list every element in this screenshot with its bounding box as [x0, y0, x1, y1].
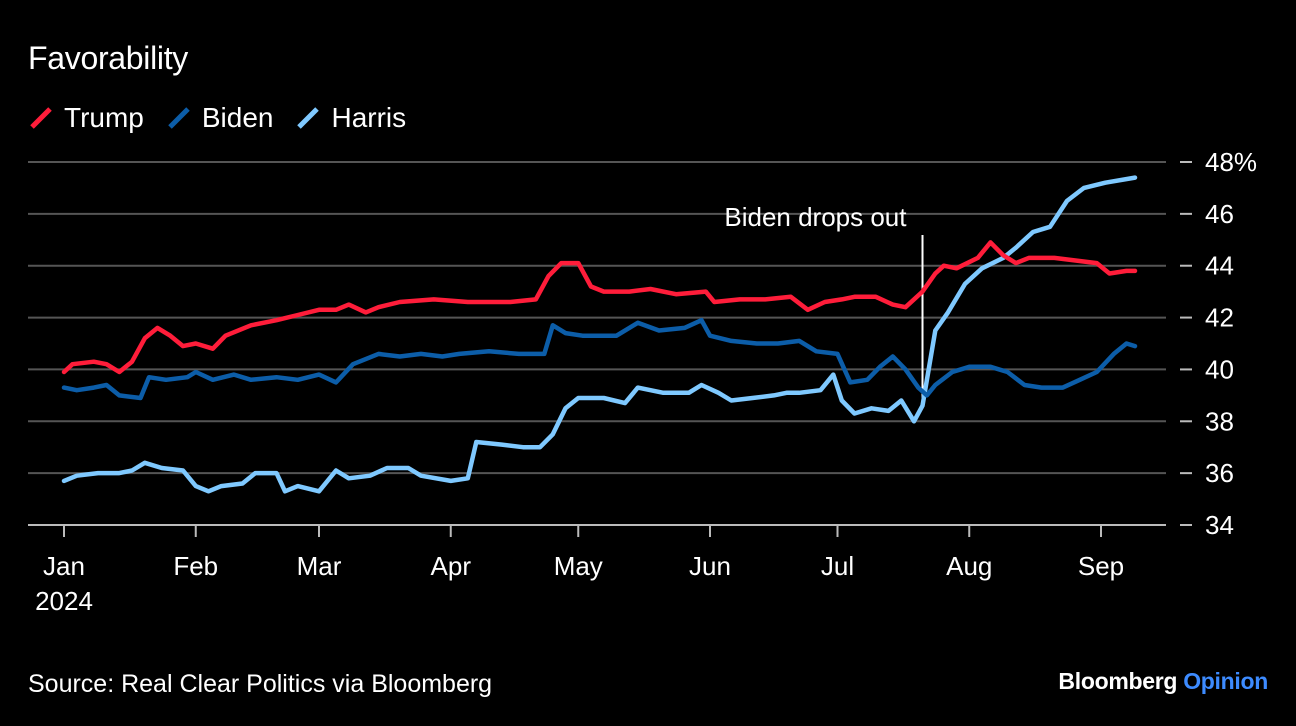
chart-title: Favorability	[28, 40, 189, 76]
legend-swatch-biden	[168, 107, 190, 129]
y-tick-label: 42	[1205, 303, 1234, 333]
x-tick-label: Jan	[43, 551, 85, 581]
series-line-trump	[61, 240, 1138, 375]
brand-accent: Opinion	[1183, 668, 1268, 694]
x-tick-label: Jun	[689, 551, 731, 581]
x-tick-label: Jul	[821, 551, 854, 581]
legend-item-trump: Trump	[28, 102, 144, 134]
brand-logo: Bloomberg Opinion	[1058, 668, 1268, 695]
series-line-harris	[61, 175, 1138, 494]
x-tick-label: Feb	[173, 551, 218, 581]
x-tick-label: Mar	[297, 551, 342, 581]
series-layer	[61, 175, 1138, 494]
legend-swatch-trump	[30, 107, 52, 129]
legend-swatch-harris	[297, 107, 320, 129]
annotation-layer: Biden drops out	[724, 202, 924, 400]
y-tick-label: 36	[1205, 458, 1234, 488]
y-tick-label: 46	[1205, 199, 1234, 229]
legend-label-biden: Biden	[201, 102, 274, 133]
legend-item-harris: Harris	[295, 102, 406, 134]
x-tick-label: Apr	[431, 551, 472, 581]
x-tick-label: Aug	[946, 551, 992, 581]
x-tick-label: May	[554, 551, 603, 581]
x-tick-label: Sep	[1078, 551, 1124, 581]
legend-label-harris: Harris	[331, 102, 407, 133]
axis-layer: 34 36 38 40 42 44 46 48% Jan 2024 Feb Mar Apr May Jun J…	[35, 147, 1257, 616]
source-note: Source: Real Clear Politics via Bloomber…	[28, 670, 493, 698]
brand-main: Bloomberg	[1058, 668, 1178, 694]
x-tick-sublabel: 2024	[35, 586, 93, 616]
annotation-label: Biden drops out	[724, 202, 907, 232]
y-tick-label: 44	[1205, 251, 1234, 281]
y-tick-label: 34	[1205, 510, 1234, 540]
legend-label-trump: Trump	[64, 102, 144, 133]
legend-item-biden: Biden	[166, 102, 274, 134]
y-tick-label: 38	[1205, 406, 1234, 436]
y-tick-label: 40	[1205, 354, 1234, 384]
legend: Trump Biden Harris	[28, 102, 428, 134]
grid-layer	[28, 161, 1166, 526]
y-tick-label: 48%	[1205, 147, 1257, 177]
series-line-biden	[61, 317, 1138, 401]
